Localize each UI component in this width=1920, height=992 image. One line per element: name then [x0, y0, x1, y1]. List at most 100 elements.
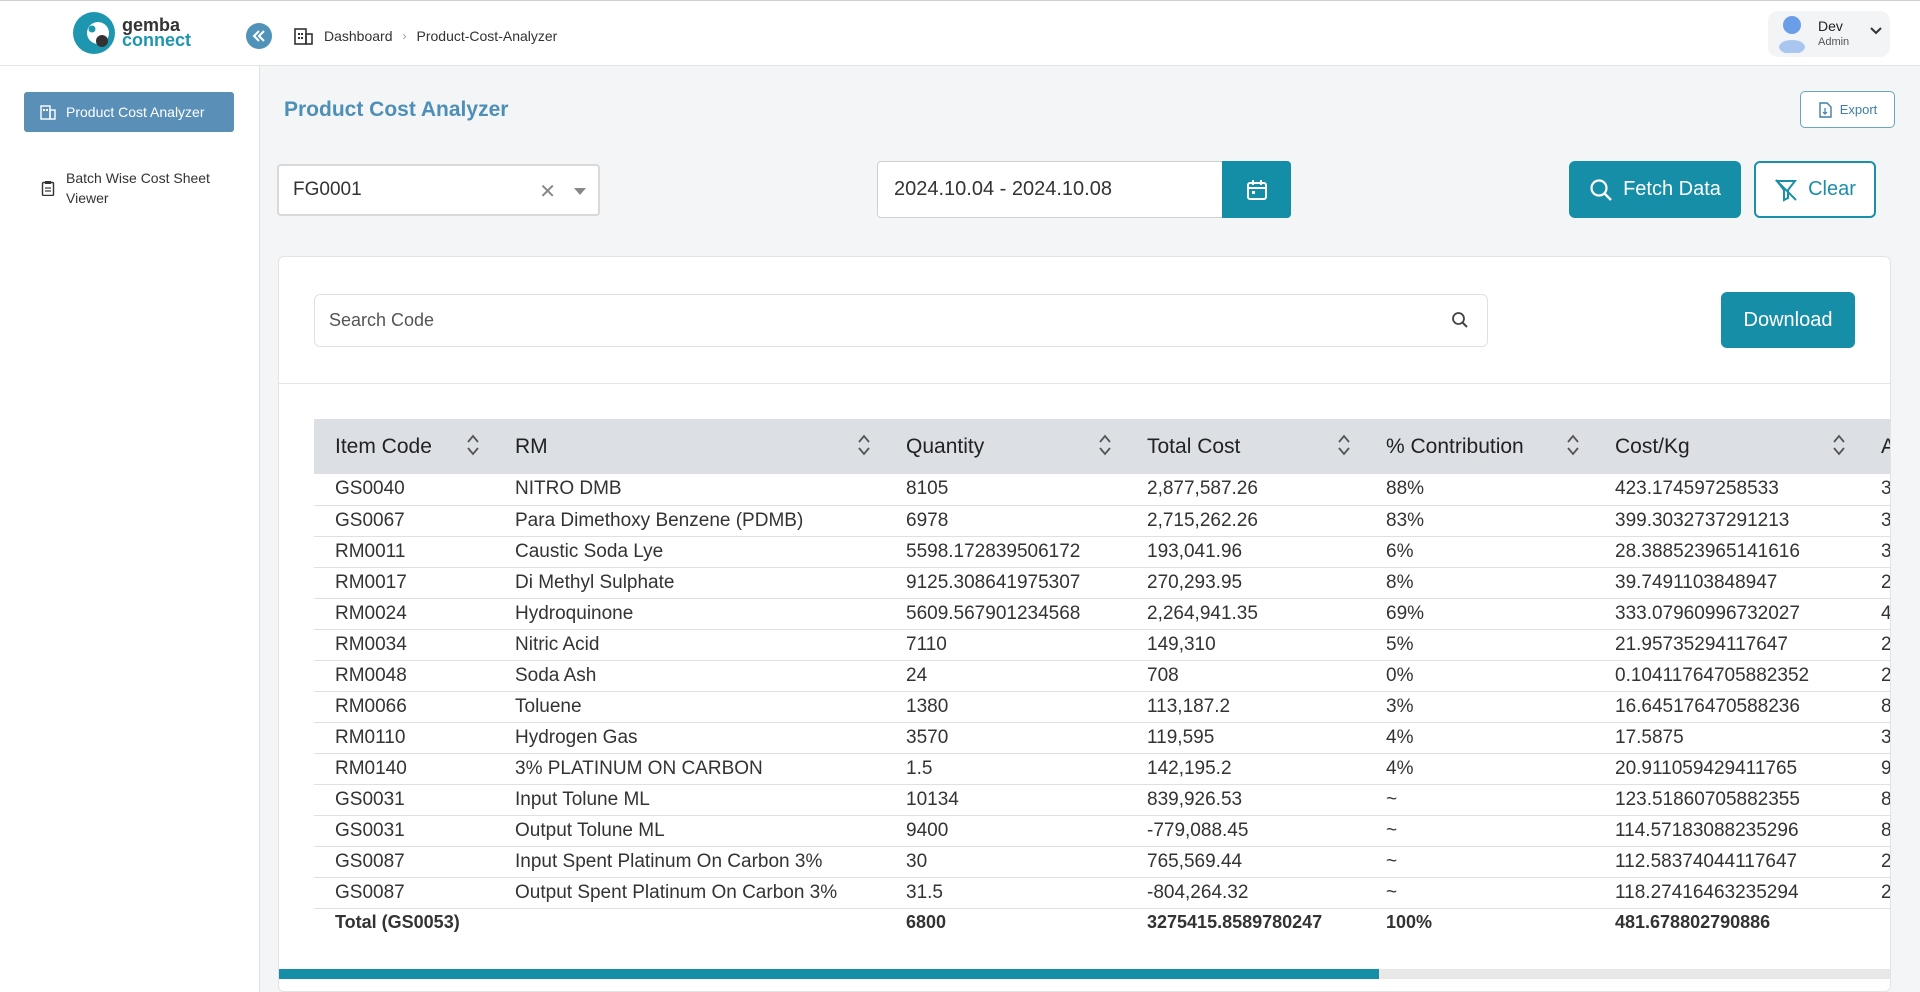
sort-icon[interactable]: [1098, 432, 1112, 458]
sidebar-item-product-cost-analyzer[interactable]: Product Cost Analyzer: [24, 92, 234, 132]
table-row[interactable]: GS0087 Output Spent Platinum On Carbon 3%…: [314, 877, 1890, 909]
logo-line-1: gemba: [122, 15, 181, 35]
user-menu[interactable]: Dev Admin: [1768, 11, 1890, 57]
search-icon: [1590, 178, 1612, 201]
scrollbar-thumb[interactable]: [279, 969, 1379, 979]
cell-quantity: 5609.567901234568: [885, 598, 1126, 630]
cell-extra: 3: [1860, 722, 1890, 754]
sort-icon[interactable]: [1337, 432, 1351, 458]
table-row[interactable]: RM0066 Toluene 1380 113,187.2 3% 16.645176470…: [314, 691, 1890, 723]
cell-item-code: RM0017: [314, 567, 494, 599]
cell-rm: Input Spent Platinum On Carbon 3%: [494, 846, 885, 878]
table-row[interactable]: GS0031 Output Tolune ML 9400 -779,088.45 ~11…: [314, 815, 1890, 847]
cell-cost-per-kg: 21.95735294117647: [1594, 629, 1860, 661]
collapse-sidebar-button[interactable]: [246, 23, 272, 49]
cell-rm: Toluene: [494, 691, 885, 723]
column-header-rm[interactable]: RM: [494, 419, 885, 474]
column-header-label: % Contribution: [1386, 434, 1524, 458]
table-row[interactable]: GS0067 Para Dimethoxy Benzene (PDMB) 6978 2…: [314, 505, 1890, 537]
calendar-button[interactable]: [1222, 161, 1291, 218]
search-code-field[interactable]: [314, 294, 1488, 347]
cell-rm: 3% PLATINUM ON CARBON: [494, 753, 885, 785]
cell-rm: Soda Ash: [494, 660, 885, 692]
total-cell-contribution: 100%: [1386, 911, 1433, 932]
cell-quantity: 7110: [885, 629, 1126, 661]
table-row[interactable]: GS0031 Input Tolune ML 10134 839,926.53 ~123…: [314, 784, 1890, 816]
product-select[interactable]: FG0001 ✕: [277, 164, 600, 216]
table-row[interactable]: GS0087 Input Spent Platinum On Carbon 3% 3…: [314, 846, 1890, 878]
export-button[interactable]: Export: [1800, 91, 1895, 128]
breadcrumb-dashboard-link[interactable]: Dashboard: [324, 28, 393, 44]
cell-item-code: RM0048: [314, 660, 494, 692]
dropdown-arrow-icon[interactable]: [574, 188, 586, 195]
user-name: Dev: [1818, 18, 1843, 34]
cell-contribution: 0%: [1365, 660, 1594, 692]
cell-cost-per-kg: 28.388523965141616: [1594, 536, 1860, 568]
app-logo[interactable]: gemba connect: [72, 11, 191, 55]
column-header-label: Quantity: [906, 434, 985, 458]
table-row[interactable]: RM0048 Soda Ash 24 708 0% 0.10411764705882352…: [314, 660, 1890, 692]
sort-icon[interactable]: [1566, 432, 1580, 458]
cell-contribution: ~: [1365, 846, 1594, 878]
user-info: Dev Admin: [1818, 18, 1849, 50]
column-header-contribution[interactable]: % Contribution: [1365, 419, 1594, 474]
column-header-label: Item Code: [335, 434, 432, 458]
sort-icon[interactable]: [466, 432, 480, 458]
search-input[interactable]: [329, 310, 1429, 331]
export-label: Export: [1839, 102, 1878, 117]
cell-quantity: 9400: [885, 815, 1126, 847]
cell-item-code: RM0011: [314, 536, 494, 568]
date-range-input[interactable]: 2024.10.04 - 2024.10.08: [877, 161, 1223, 218]
download-button[interactable]: Download: [1721, 292, 1855, 348]
cell-extra: 2: [1860, 660, 1890, 692]
clear-label: Clear: [1808, 178, 1856, 200]
chevron-down-icon[interactable]: [1870, 27, 1882, 35]
sort-icon[interactable]: [1832, 432, 1846, 458]
sort-icon[interactable]: [857, 432, 871, 458]
cell-item-code: GS0031: [314, 815, 494, 847]
table-row[interactable]: RM0140 3% PLATINUM ON CARBON 1.5 142,195.2 4…: [314, 753, 1890, 785]
breadcrumb-separator-icon: ›: [402, 29, 407, 43]
filter-clear-icon: [1775, 178, 1798, 202]
search-icon[interactable]: [1451, 311, 1469, 329]
total-cell-extra: [1860, 908, 1890, 936]
table-row[interactable]: GS0040 NITRO DMB 8105 2,877,587.26 88% 423.17…: [314, 474, 1890, 506]
total-cell-cost-per-kg: 481.678802790886: [1615, 911, 1771, 932]
column-header-item-code[interactable]: Item Code: [314, 419, 494, 474]
horizontal-scrollbar[interactable]: [279, 969, 1890, 979]
cell-cost-per-kg: 17.5875: [1594, 722, 1860, 754]
cell-contribution: 4%: [1365, 722, 1594, 754]
fetch-data-button[interactable]: Fetch Data: [1569, 161, 1741, 218]
date-range-value: 2024.10.04 - 2024.10.08: [894, 178, 1112, 200]
sidebar-item-label: Product Cost Analyzer: [66, 104, 205, 120]
table-row[interactable]: RM0110 Hydrogen Gas 3570 119,595 4% 17.5875 3: [314, 722, 1890, 754]
cell-quantity: 10134: [885, 784, 1126, 816]
clear-button[interactable]: Clear: [1754, 161, 1876, 218]
breadcrumb-current: Product-Cost-Analyzer: [416, 28, 558, 44]
column-header-extra[interactable]: A: [1860, 419, 1890, 474]
cell-rm: Di Methyl Sulphate: [494, 567, 885, 599]
table-row[interactable]: RM0011 Caustic Soda Lye 5598.172839506172 1…: [314, 536, 1890, 568]
avatar: [1778, 15, 1806, 54]
table-row[interactable]: RM0024 Hydroquinone 5609.567901234568 2,264…: [314, 598, 1890, 630]
cell-item-code: GS0087: [314, 877, 494, 909]
column-header-cost-per-kg[interactable]: Cost/Kg: [1594, 419, 1860, 474]
sidebar: Product Cost Analyzer Batch Wise Cost Sh…: [0, 66, 260, 992]
cell-contribution: 83%: [1365, 505, 1594, 537]
cell-extra: 2: [1860, 877, 1890, 909]
table-row[interactable]: RM0034 Nitric Acid 7110 149,310 5% 21.9573529…: [314, 629, 1890, 661]
table-total-row: Total (GS0053) 6800 3275415.8589780247 100%…: [314, 908, 1890, 936]
table-row[interactable]: RM0017 Di Methyl Sulphate 9125.30864197530…: [314, 567, 1890, 599]
cell-contribution: 6%: [1365, 536, 1594, 568]
column-header-total-cost[interactable]: Total Cost: [1126, 419, 1365, 474]
sidebar-item-label: Batch Wise Cost Sheet Viewer: [66, 170, 210, 206]
cell-contribution: 88%: [1365, 474, 1594, 506]
building-chart-icon: [40, 105, 56, 120]
sidebar-item-batch-wise-cost-sheet-viewer[interactable]: Batch Wise Cost Sheet Viewer: [24, 166, 234, 210]
cell-contribution: 4%: [1365, 753, 1594, 785]
close-icon[interactable]: ✕: [539, 181, 556, 203]
cost-table: Item Code RM Quantity Total Cost % Contribut…: [314, 419, 1890, 936]
cell-extra: 3: [1860, 536, 1890, 568]
cell-item-code: RM0066: [314, 691, 494, 723]
column-header-quantity[interactable]: Quantity: [885, 419, 1126, 474]
